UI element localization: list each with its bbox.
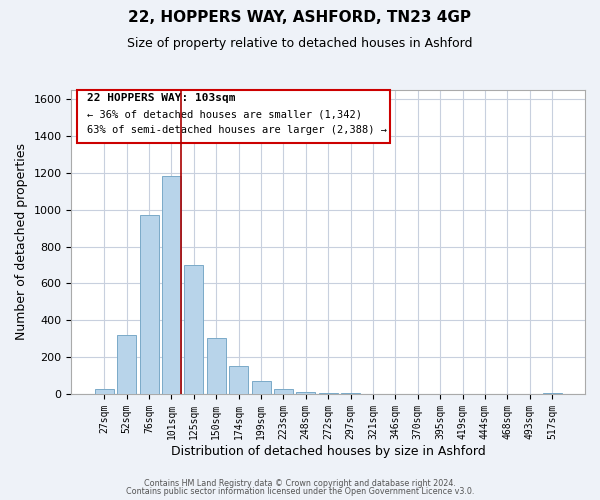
Text: 22 HOPPERS WAY: 103sqm: 22 HOPPERS WAY: 103sqm — [87, 93, 235, 103]
Y-axis label: Number of detached properties: Number of detached properties — [15, 144, 28, 340]
Text: ← 36% of detached houses are smaller (1,342): ← 36% of detached houses are smaller (1,… — [87, 110, 362, 120]
Text: Contains public sector information licensed under the Open Government Licence v3: Contains public sector information licen… — [126, 487, 474, 496]
Text: 63% of semi-detached houses are larger (2,388) →: 63% of semi-detached houses are larger (… — [87, 125, 387, 135]
Bar — [341, 393, 360, 394]
Bar — [140, 216, 158, 394]
Bar — [117, 335, 136, 394]
Bar — [162, 176, 181, 394]
Bar — [95, 390, 114, 394]
Text: 22, HOPPERS WAY, ASHFORD, TN23 4GP: 22, HOPPERS WAY, ASHFORD, TN23 4GP — [128, 10, 472, 25]
X-axis label: Distribution of detached houses by size in Ashford: Distribution of detached houses by size … — [171, 444, 485, 458]
Bar — [296, 392, 316, 394]
Text: Contains HM Land Registry data © Crown copyright and database right 2024.: Contains HM Land Registry data © Crown c… — [144, 478, 456, 488]
Bar — [207, 338, 226, 394]
Bar — [184, 265, 203, 394]
Bar — [274, 390, 293, 394]
Bar — [542, 393, 562, 394]
Bar — [229, 366, 248, 394]
Text: Size of property relative to detached houses in Ashford: Size of property relative to detached ho… — [127, 38, 473, 51]
Bar — [251, 381, 271, 394]
FancyBboxPatch shape — [77, 90, 390, 143]
Bar — [319, 393, 338, 394]
